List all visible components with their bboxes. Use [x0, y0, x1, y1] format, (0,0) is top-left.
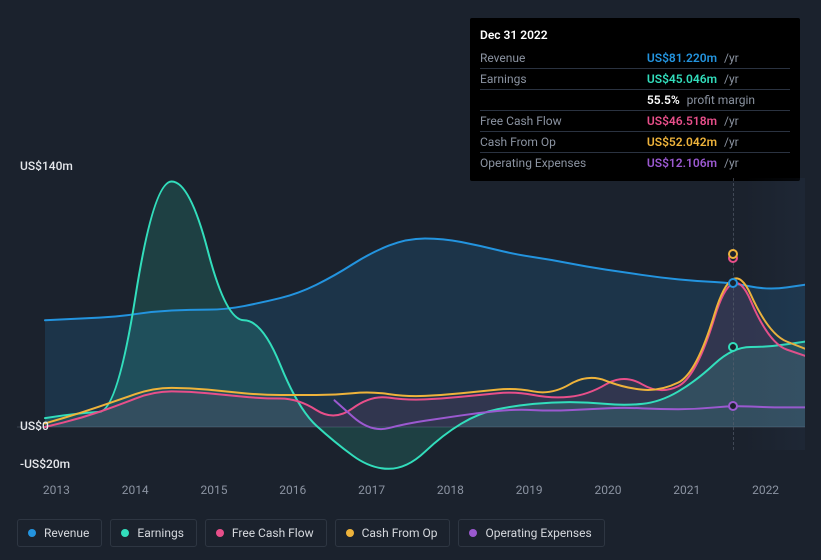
legend-item-opex[interactable]: Operating Expenses — [458, 519, 604, 547]
tooltip-row-label: Cash From Op — [480, 132, 647, 153]
hover-marker — [728, 278, 738, 288]
x-axis-labels: 2013201420152016201720182019202020212022 — [17, 483, 805, 497]
tooltip-row-value: 55.5% profit margin — [647, 90, 790, 111]
x-axis-label: 2021 — [647, 483, 726, 497]
x-axis-label: 2015 — [175, 483, 254, 497]
tooltip-row: 55.5% profit margin — [480, 90, 790, 111]
x-axis-label: 2018 — [411, 483, 490, 497]
tooltip-row: RevenueUS$81.220m /yr — [480, 48, 790, 69]
legend-item-revenue[interactable]: Revenue — [17, 519, 102, 547]
legend-item-fcf[interactable]: Free Cash Flow — [205, 519, 327, 547]
tooltip-row-label — [480, 90, 647, 111]
y-axis-label: -US$20m — [20, 457, 70, 471]
tooltip-row-label: Revenue — [480, 48, 647, 69]
hover-marker — [728, 342, 738, 352]
chart-area[interactable]: US$140m US$0 -US$20m — [17, 155, 805, 495]
x-axis-label: 2017 — [332, 483, 411, 497]
legend-dot — [469, 529, 477, 537]
x-axis-label: 2019 — [490, 483, 569, 497]
tooltip-row: Cash From OpUS$52.042m /yr — [480, 132, 790, 153]
legend-label: Free Cash Flow — [232, 526, 314, 540]
tooltip-row-label: Earnings — [480, 69, 647, 90]
chart-legend: Revenue Earnings Free Cash Flow Cash From O… — [17, 519, 605, 547]
hover-marker — [728, 249, 738, 259]
x-axis-label: 2014 — [96, 483, 175, 497]
legend-item-cashop[interactable]: Cash From Op — [335, 519, 451, 547]
tooltip-row-value: US$81.220m /yr — [647, 48, 790, 69]
legend-dot — [28, 529, 36, 537]
legend-label: Operating Expenses — [485, 526, 591, 540]
legend-label: Revenue — [44, 526, 89, 540]
tooltip-row: EarningsUS$45.046m /yr — [480, 69, 790, 90]
legend-label: Cash From Op — [362, 526, 438, 540]
x-axis-label: 2013 — [17, 483, 96, 497]
chart-svg — [17, 155, 805, 495]
x-axis-label: 2020 — [569, 483, 648, 497]
y-axis-label: US$140m — [20, 159, 73, 173]
legend-label: Earnings — [137, 526, 184, 540]
legend-item-earnings[interactable]: Earnings — [110, 519, 197, 547]
legend-dot — [346, 529, 354, 537]
legend-dot — [216, 529, 224, 537]
tooltip-row-value: US$52.042m /yr — [647, 132, 790, 153]
x-axis-label: 2016 — [253, 483, 332, 497]
tooltip-row-value: US$46.518m /yr — [647, 111, 790, 132]
legend-dot — [121, 529, 129, 537]
hover-marker — [728, 401, 738, 411]
y-axis-label: US$0 — [20, 419, 49, 433]
x-axis-label: 2022 — [726, 483, 805, 497]
tooltip-date: Dec 31 2022 — [480, 26, 790, 44]
tooltip-row-value: US$45.046m /yr — [647, 69, 790, 90]
tooltip-row: Free Cash FlowUS$46.518m /yr — [480, 111, 790, 132]
tooltip-row-label: Free Cash Flow — [480, 111, 647, 132]
